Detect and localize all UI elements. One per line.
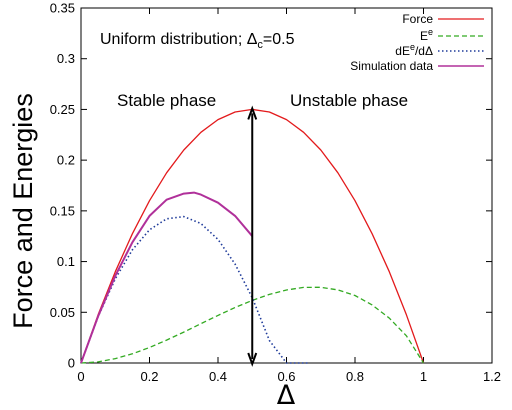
y-tick-label: 0: [68, 356, 75, 371]
legend-derivative-sup: e: [410, 42, 415, 52]
annotation-uniform-distribution: Uniform distribution; Δc=0.5: [100, 31, 295, 51]
annotation-unstable-phase: Unstable phase: [290, 91, 408, 110]
y-tick-label: 0.1: [57, 254, 75, 269]
series-derivative-line: [80, 215, 310, 364]
legend-derivative-name: dE: [395, 44, 410, 58]
legend-label-derivative: dEe/dΔ: [395, 42, 433, 58]
axes-layer: 0 0.2 0.4 0.6 0.8 1 1.2 0 0.05 0.1 0.15 0.2 0.25 0.3 0…: [50, 1, 501, 385]
annotation-uniform-sub: c: [257, 39, 263, 51]
series-energy-line: [80, 286, 425, 364]
y-tick-label: 0.05: [50, 305, 75, 320]
x-tick-label: 0.2: [140, 369, 158, 384]
annotation-stable-phase: Stable phase: [117, 91, 216, 110]
legend-derivative-tail: /dΔ: [415, 44, 433, 58]
y-tick-label: 0.3: [57, 51, 75, 66]
y-axis-label: Force and Energies: [8, 93, 38, 329]
y-tick-label: 0.2: [57, 153, 75, 168]
x-tick-label: 0.6: [277, 369, 295, 384]
x-tick-label: 1: [420, 369, 427, 384]
legend-label-energy: Ee: [420, 27, 433, 43]
x-tick-label: 0.4: [209, 369, 227, 384]
y-tick-label: 0.35: [50, 1, 75, 16]
legend-energy-sup: e: [428, 27, 433, 37]
arrow-head-down: [247, 352, 258, 367]
arrow-head-up: [247, 105, 258, 120]
legend-label-force: Force: [402, 12, 433, 26]
x-axis-label: Δ: [277, 380, 296, 410]
x-tick-label: 0: [77, 369, 84, 384]
y-tick-label: 0.25: [50, 102, 75, 117]
series-simulation-line: [80, 191, 254, 364]
x-tick-label: 1.2: [483, 369, 501, 384]
x-tick-label: 0.8: [346, 369, 364, 384]
annotation-uniform-value: =0.5: [263, 31, 295, 48]
y-tick-label: 0.15: [50, 203, 75, 218]
legend-energy-name: E: [420, 29, 428, 43]
phase-boundary-arrow: [247, 105, 258, 367]
annotation-uniform-text: Uniform distribution; Δ: [100, 31, 258, 48]
legend-label-simulation: Simulation data: [350, 59, 433, 73]
legend: Force Ee dEe/dΔ Simulation data: [350, 12, 484, 73]
